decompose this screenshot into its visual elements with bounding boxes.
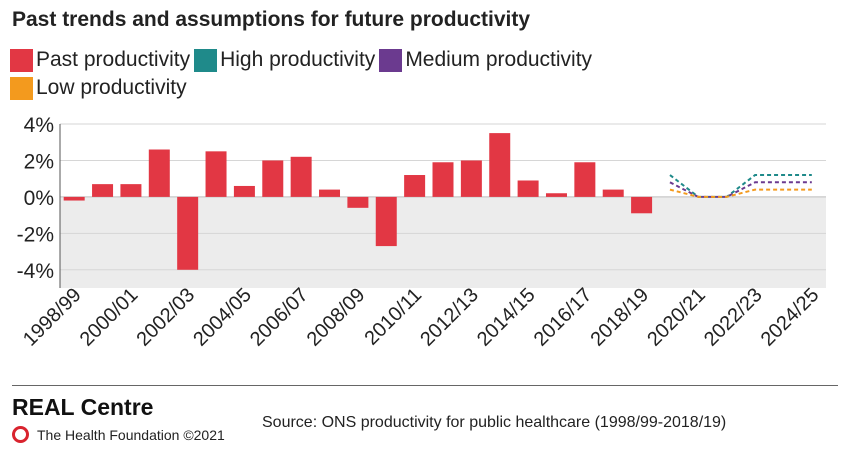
bar [148,149,170,197]
legend-item-high: High productivity [194,46,375,74]
bar [574,162,596,197]
bar [460,160,482,197]
legend-item-medium: Medium productivity [379,46,592,74]
legend-item-low: Low productivity [10,74,187,102]
projection-line [669,174,812,198]
bar [602,189,624,197]
legend-label-high: High productivity [220,48,376,71]
bar [631,196,653,214]
bar [347,196,369,208]
x-tick-label: 2004/05 [189,284,256,351]
bar [262,160,284,197]
y-tick-label: -2% [17,223,54,246]
legend-swatch-high [194,48,218,72]
legend-label-medium: Medium productivity [405,48,593,71]
bar [233,185,255,197]
x-tick-label: 2022/23 [700,284,767,351]
organisation-label: The Health Foundation ©2021 [37,426,225,443]
bar [375,196,397,247]
bar [545,193,567,197]
legend-swatch-medium [379,48,403,72]
x-tick-label: 2006/07 [246,284,313,351]
x-tick-label: 2012/13 [416,284,483,351]
circle-logo-icon [12,426,29,443]
bar [290,156,312,197]
bar [432,162,454,197]
legend-label-past: Past productivity [36,48,191,71]
bar [63,196,85,201]
legend-item-past: Past productivity [10,46,190,74]
x-tick-label: 2014/15 [473,284,540,351]
chart-title: Past trends and assumptions for future p… [12,8,531,31]
x-tick-label: 2000/01 [76,284,143,351]
x-tick-label: 2008/09 [303,284,370,351]
legend-swatch-low [10,76,33,100]
legend-swatch-past [10,48,33,72]
bar [120,184,142,197]
chart-legend: Past productivity High productivity Medi… [10,46,690,102]
x-tick-label: 1998/99 [19,284,86,351]
bar [177,196,199,270]
x-tick-label: 2024/25 [757,284,824,351]
productivity-chart: 4% 2% 0% -2% -4%1998/992000/012002/032004/05… [17,114,826,351]
x-tick-label: 2020/21 [643,284,710,351]
x-tick-label: 2010/11 [361,284,427,350]
y-tick-label: 2% [24,150,54,173]
bar [404,175,426,197]
x-tick-label: 2018/19 [586,284,653,351]
negative-region [60,196,826,288]
bar [92,184,114,197]
bar [205,151,227,197]
y-tick-label: -4% [17,260,54,283]
bar [517,180,539,197]
y-tick-label: 4% [24,114,54,137]
organisation: The Health Foundation ©2021 [12,426,225,443]
bar [319,189,341,197]
projection-line [669,188,812,198]
x-tick-label: 2002/03 [133,284,200,351]
footer-divider [12,385,838,386]
x-tick-label: 2016/17 [530,284,597,351]
bar [489,133,511,197]
source-note: Source: ONS productivity for public heal… [262,414,727,431]
brand-name: REAL Centre [12,394,154,420]
y-tick-label: 0% [24,187,54,210]
legend-label-low: Low productivity [36,76,187,99]
